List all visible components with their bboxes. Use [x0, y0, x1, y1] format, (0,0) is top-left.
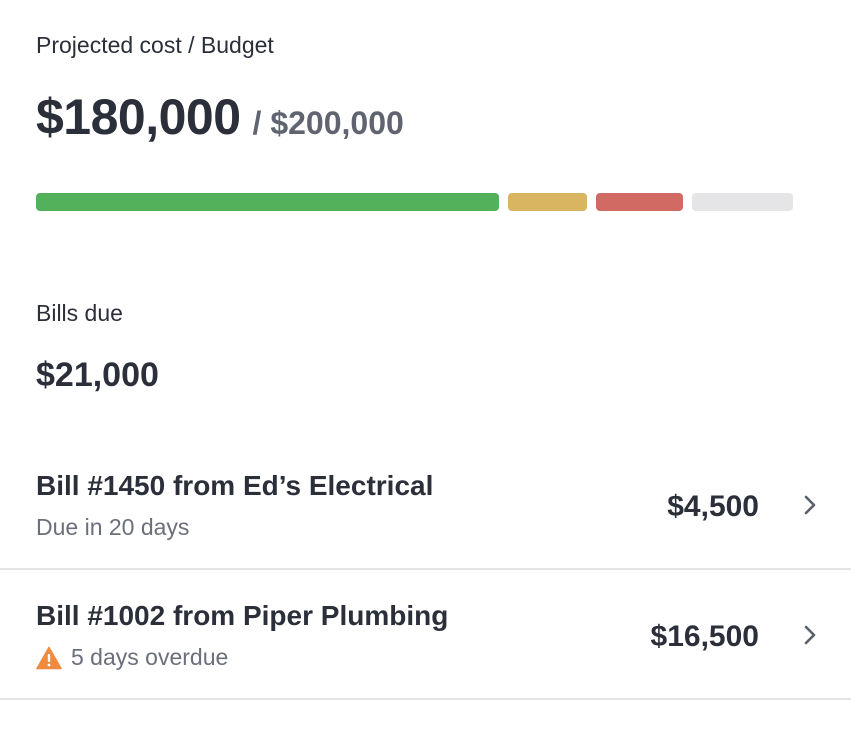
progress-segment-overdue [596, 193, 683, 211]
bills-due-total: $21,000 [36, 356, 159, 394]
progress-segment-paid [36, 193, 500, 211]
bill-amount: $4,500 [667, 490, 759, 523]
bill-status-text: Due in 20 days [36, 514, 190, 540]
budget-amounts: $180,000 / $200,000 [36, 88, 404, 146]
chevron-right-icon[interactable] [803, 624, 817, 646]
bill-amount: $16,500 [650, 620, 759, 653]
bill-row-ed-electrical[interactable]: Bill #1450 from Ed’s Electrical Due in 2… [0, 440, 851, 570]
projected-cost: $180,000 [36, 89, 241, 145]
budget-label: Projected cost / Budget [36, 32, 274, 58]
bill-title: Bill #1002 from Piper Plumbing [36, 600, 449, 631]
warning-icon [36, 646, 62, 669]
chevron-right-icon[interactable] [803, 494, 817, 516]
bill-status: 5 days overdue [36, 644, 228, 671]
budget-total: / $200,000 [252, 105, 404, 141]
bill-status: Due in 20 days [36, 514, 189, 541]
bill-row-piper-plumbing[interactable]: Bill #1002 from Piper Plumbing 5 days ov… [0, 570, 851, 700]
bill-status-text: 5 days overdue [71, 644, 229, 670]
budget-progress-bar [36, 193, 816, 211]
progress-segment-remaining [691, 193, 794, 211]
bill-title: Bill #1450 from Ed’s Electrical [36, 470, 434, 501]
bills-due-label: Bills due [36, 300, 123, 326]
progress-segment-pending [508, 193, 588, 211]
